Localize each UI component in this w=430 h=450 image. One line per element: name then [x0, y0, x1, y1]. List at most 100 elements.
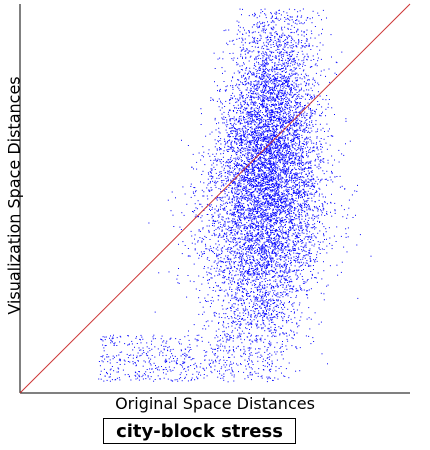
- data-point: [230, 230, 231, 231]
- data-point: [236, 251, 238, 253]
- data-point: [284, 186, 286, 188]
- data-point: [256, 323, 258, 325]
- data-point: [293, 243, 295, 245]
- data-point: [262, 21, 264, 23]
- data-point: [271, 197, 273, 199]
- data-point: [239, 71, 241, 73]
- data-point: [248, 144, 250, 146]
- data-point: [261, 101, 263, 103]
- data-point: [281, 354, 283, 356]
- data-point: [248, 83, 250, 85]
- data-point: [199, 237, 201, 239]
- data-point: [307, 102, 309, 104]
- data-point: [308, 265, 310, 267]
- data-point: [228, 258, 230, 260]
- data-point: [275, 231, 277, 233]
- data-point: [253, 131, 255, 133]
- data-point: [248, 183, 250, 184]
- data-point: [267, 366, 268, 368]
- data-point: [251, 360, 253, 362]
- data-point: [310, 162, 312, 164]
- data-point: [249, 119, 251, 121]
- data-point: [284, 104, 286, 106]
- data-point: [313, 142, 315, 144]
- data-point: [272, 142, 274, 144]
- data-point: [269, 174, 270, 175]
- data-point: [265, 57, 267, 59]
- data-point: [276, 142, 278, 144]
- data-point: [196, 376, 198, 378]
- data-point: [317, 104, 319, 106]
- data-point: [290, 101, 292, 103]
- data-point: [239, 212, 241, 214]
- data-point: [257, 70, 259, 71]
- data-point: [280, 74, 282, 76]
- data-point: [265, 98, 267, 100]
- data-point: [308, 235, 310, 237]
- data-point: [272, 123, 274, 125]
- data-point: [308, 197, 310, 199]
- data-point: [277, 154, 279, 156]
- data-point: [263, 249, 265, 251]
- data-point: [307, 220, 309, 221]
- data-point: [301, 117, 303, 118]
- data-point: [238, 180, 240, 182]
- data-point: [171, 191, 173, 193]
- data-point: [272, 127, 274, 129]
- data-point: [275, 126, 277, 128]
- data-point: [130, 354, 132, 356]
- data-point: [254, 200, 255, 202]
- data-point: [299, 193, 301, 195]
- data-point: [246, 251, 247, 253]
- data-point: [270, 171, 272, 173]
- data-point: [316, 251, 318, 253]
- data-point: [290, 288, 292, 289]
- data-point: [299, 169, 301, 171]
- data-point: [263, 118, 265, 120]
- data-point: [285, 203, 287, 205]
- data-point: [250, 84, 252, 86]
- data-point: [293, 173, 295, 175]
- data-point: [235, 157, 237, 159]
- data-point: [264, 85, 265, 87]
- data-point: [272, 111, 274, 113]
- data-point: [259, 130, 261, 131]
- data-point: [265, 144, 267, 146]
- data-point: [268, 86, 270, 88]
- data-point: [246, 216, 248, 218]
- data-point: [303, 140, 305, 142]
- data-point: [258, 306, 260, 308]
- data-point: [261, 103, 263, 105]
- data-point: [231, 304, 233, 306]
- data-point: [262, 272, 264, 274]
- data-point: [282, 155, 284, 157]
- data-point: [277, 378, 279, 380]
- data-point: [293, 191, 295, 193]
- data-point: [286, 114, 287, 116]
- data-point: [261, 183, 263, 185]
- data-point: [266, 174, 268, 176]
- data-point: [261, 251, 263, 253]
- data-point: [143, 373, 145, 375]
- data-point: [253, 138, 255, 140]
- data-point: [356, 190, 358, 192]
- data-point: [244, 101, 246, 103]
- data-point: [277, 198, 279, 200]
- data-point: [226, 85, 228, 87]
- data-point: [303, 164, 304, 166]
- data-point: [225, 248, 227, 250]
- data-point: [281, 106, 282, 108]
- data-point: [225, 205, 227, 207]
- data-point: [289, 228, 291, 230]
- data-point: [235, 237, 237, 239]
- data-point: [282, 169, 284, 171]
- data-point: [263, 323, 265, 325]
- data-point: [271, 230, 273, 232]
- data-point: [266, 316, 268, 318]
- data-point: [256, 190, 258, 192]
- data-point: [296, 218, 298, 220]
- data-point: [296, 309, 298, 311]
- data-point: [314, 182, 316, 184]
- data-point: [265, 183, 267, 185]
- data-point: [169, 338, 171, 340]
